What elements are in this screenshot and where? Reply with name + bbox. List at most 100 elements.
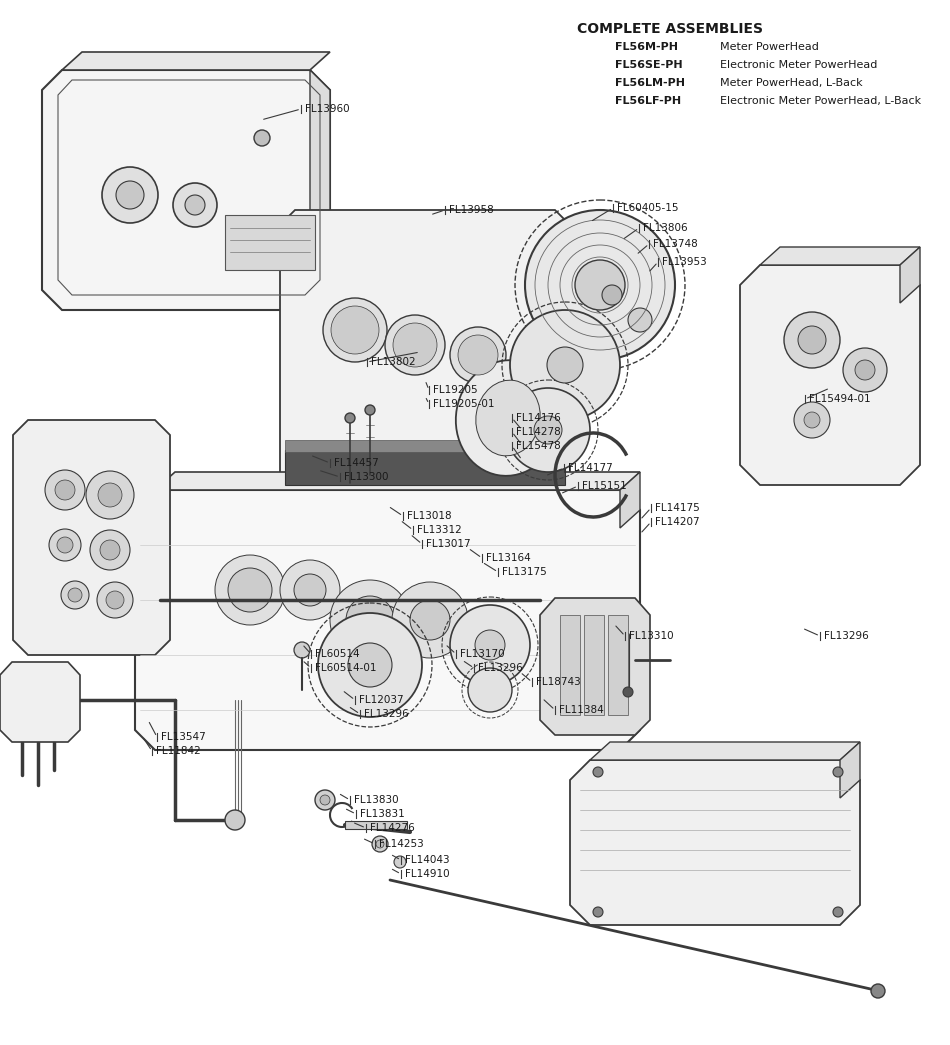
Circle shape xyxy=(804,412,820,428)
Text: FL14043: FL14043 xyxy=(405,855,449,865)
Polygon shape xyxy=(310,70,330,310)
Polygon shape xyxy=(760,247,920,265)
Text: FL13170: FL13170 xyxy=(460,649,504,659)
Circle shape xyxy=(68,588,82,602)
Text: FL13830: FL13830 xyxy=(354,795,399,805)
Circle shape xyxy=(547,347,583,384)
Text: FL13953: FL13953 xyxy=(662,257,707,268)
Circle shape xyxy=(534,416,562,444)
Circle shape xyxy=(855,359,875,380)
Circle shape xyxy=(323,298,387,362)
Circle shape xyxy=(345,413,355,423)
Circle shape xyxy=(833,907,843,918)
Text: FL15494-01: FL15494-01 xyxy=(809,394,870,404)
Text: FL11384: FL11384 xyxy=(559,705,604,715)
Text: FL13960: FL13960 xyxy=(305,104,350,114)
Text: FL13175: FL13175 xyxy=(502,567,547,577)
Text: FL12037: FL12037 xyxy=(359,695,404,705)
Circle shape xyxy=(346,596,394,644)
Polygon shape xyxy=(740,265,920,485)
Text: FL13806: FL13806 xyxy=(643,223,688,233)
Text: FL14278: FL14278 xyxy=(516,427,560,437)
Ellipse shape xyxy=(456,361,560,475)
Circle shape xyxy=(602,285,622,305)
Circle shape xyxy=(294,642,310,658)
Circle shape xyxy=(330,580,410,660)
Text: FL13017: FL13017 xyxy=(426,539,470,549)
Text: COMPLETE ASSEMBLIES: COMPLETE ASSEMBLIES xyxy=(577,22,763,36)
Text: FL14176: FL14176 xyxy=(516,413,560,423)
Text: FL18743: FL18743 xyxy=(536,677,580,687)
Text: FL13296: FL13296 xyxy=(478,663,523,673)
Circle shape xyxy=(593,907,603,918)
Text: FL56M-PH: FL56M-PH xyxy=(615,42,678,52)
Text: FL15478: FL15478 xyxy=(516,441,560,451)
Text: FL13748: FL13748 xyxy=(653,239,697,249)
Circle shape xyxy=(506,388,590,472)
Circle shape xyxy=(55,480,75,500)
Text: FL13296: FL13296 xyxy=(824,631,868,641)
Circle shape xyxy=(475,630,505,660)
Circle shape xyxy=(215,555,285,625)
Circle shape xyxy=(798,326,826,354)
Circle shape xyxy=(376,840,384,847)
Circle shape xyxy=(794,402,830,438)
Circle shape xyxy=(365,405,375,415)
Circle shape xyxy=(116,181,144,209)
Polygon shape xyxy=(155,472,640,490)
Circle shape xyxy=(628,308,652,332)
Text: FL14207: FL14207 xyxy=(655,517,699,527)
Circle shape xyxy=(61,581,89,609)
Text: FL60514: FL60514 xyxy=(315,649,360,659)
Circle shape xyxy=(393,323,437,367)
Bar xyxy=(285,440,565,452)
Bar xyxy=(345,821,407,829)
Circle shape xyxy=(593,767,603,777)
Polygon shape xyxy=(280,210,570,515)
Polygon shape xyxy=(42,70,330,310)
Circle shape xyxy=(280,560,340,620)
Polygon shape xyxy=(620,472,640,528)
Circle shape xyxy=(90,530,130,570)
Text: FL60514-01: FL60514-01 xyxy=(315,663,376,673)
Circle shape xyxy=(225,810,245,830)
Polygon shape xyxy=(540,598,650,735)
Circle shape xyxy=(45,470,85,510)
Circle shape xyxy=(254,130,270,146)
Bar xyxy=(584,616,604,715)
Circle shape xyxy=(98,483,122,507)
Circle shape xyxy=(106,591,124,609)
Circle shape xyxy=(348,643,392,687)
Circle shape xyxy=(525,210,675,359)
Circle shape xyxy=(102,167,158,223)
Text: FL56SE-PH: FL56SE-PH xyxy=(615,60,683,70)
Text: FL11842: FL11842 xyxy=(156,746,200,756)
Text: FL14175: FL14175 xyxy=(655,503,700,513)
Circle shape xyxy=(623,687,633,697)
Circle shape xyxy=(510,310,620,420)
Text: FL19205: FL19205 xyxy=(433,385,478,395)
Circle shape xyxy=(57,537,73,553)
Circle shape xyxy=(450,605,530,686)
Polygon shape xyxy=(0,661,80,742)
Text: FL56LF-PH: FL56LF-PH xyxy=(615,96,681,106)
Text: FL60405-15: FL60405-15 xyxy=(617,203,678,213)
Circle shape xyxy=(843,348,887,392)
Polygon shape xyxy=(62,52,330,70)
Bar xyxy=(225,215,315,270)
Text: FL13958: FL13958 xyxy=(449,205,494,215)
Circle shape xyxy=(86,471,134,519)
Circle shape xyxy=(318,613,422,717)
Text: FL14253: FL14253 xyxy=(379,839,424,849)
Circle shape xyxy=(450,327,506,384)
Circle shape xyxy=(185,195,205,215)
Circle shape xyxy=(173,183,217,227)
Circle shape xyxy=(331,306,379,354)
Circle shape xyxy=(294,574,326,606)
Circle shape xyxy=(575,260,625,310)
Circle shape xyxy=(784,312,840,368)
Circle shape xyxy=(458,335,498,375)
Text: FL13312: FL13312 xyxy=(417,525,462,535)
Text: FL13310: FL13310 xyxy=(629,631,674,641)
Circle shape xyxy=(410,600,450,640)
